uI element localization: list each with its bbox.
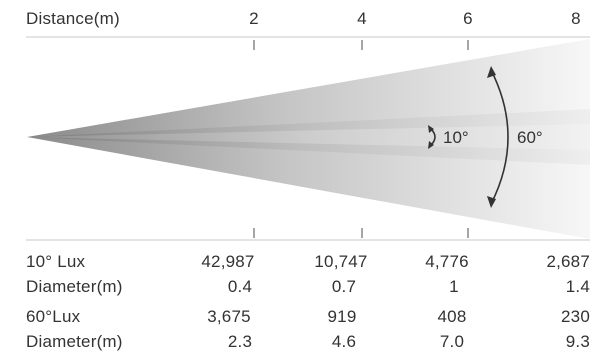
row-label-60deg-lux: 60°Lux — [26, 307, 81, 326]
cell-60deg-diameter-8: 9.3 — [565, 332, 590, 351]
cell-10deg-lux-8: 2,687 — [546, 252, 590, 271]
row-label-60deg-diameter: Diameter(m) — [26, 332, 123, 351]
cell-60deg-diameter-4: 4.6 — [331, 332, 357, 351]
cell-60deg-lux-2: 3,675 — [207, 307, 251, 326]
cell-10deg-lux-4: 10,747 — [314, 252, 368, 271]
tick-label-2: 2 — [249, 9, 259, 28]
distance-axis-label: Distance(m) — [26, 9, 120, 28]
cell-10deg-lux-6: 4,776 — [425, 252, 469, 271]
tick-label-8: 8 — [571, 9, 581, 28]
tick-label-4: 4 — [357, 9, 367, 28]
cell-10deg-diameter-2: 0.4 — [227, 277, 253, 296]
cell-10deg-diameter-6: 1 — [449, 277, 459, 296]
tick-label-6: 6 — [463, 9, 473, 28]
wide-angle-arrow-top — [487, 66, 496, 78]
cell-10deg-diameter-4: 0.7 — [331, 277, 357, 296]
cell-60deg-diameter-2: 2.3 — [227, 332, 253, 351]
narrow-angle-label: 10° — [443, 128, 469, 147]
wide-angle-arc — [490, 69, 509, 205]
row-label-10deg-lux: 10° Lux — [26, 252, 86, 271]
cell-60deg-diameter-6: 7.0 — [439, 332, 465, 351]
cell-60deg-lux-4: 919 — [327, 307, 357, 326]
cell-10deg-lux-2: 42,987 — [201, 252, 255, 271]
narrow-angle-arrow-bottom — [428, 141, 434, 149]
cell-10deg-diameter-8: 1.4 — [565, 277, 590, 296]
narrow-angle-arrow-top — [428, 125, 434, 133]
wide-angle-arrow-bottom — [487, 196, 496, 208]
cell-60deg-lux-6: 408 — [437, 307, 467, 326]
cell-60deg-lux-8: 230 — [561, 307, 590, 326]
wide-angle-label: 60° — [517, 128, 543, 147]
beam-core — [27, 124, 590, 150]
row-label-10deg-diameter: Diameter(m) — [26, 277, 123, 296]
